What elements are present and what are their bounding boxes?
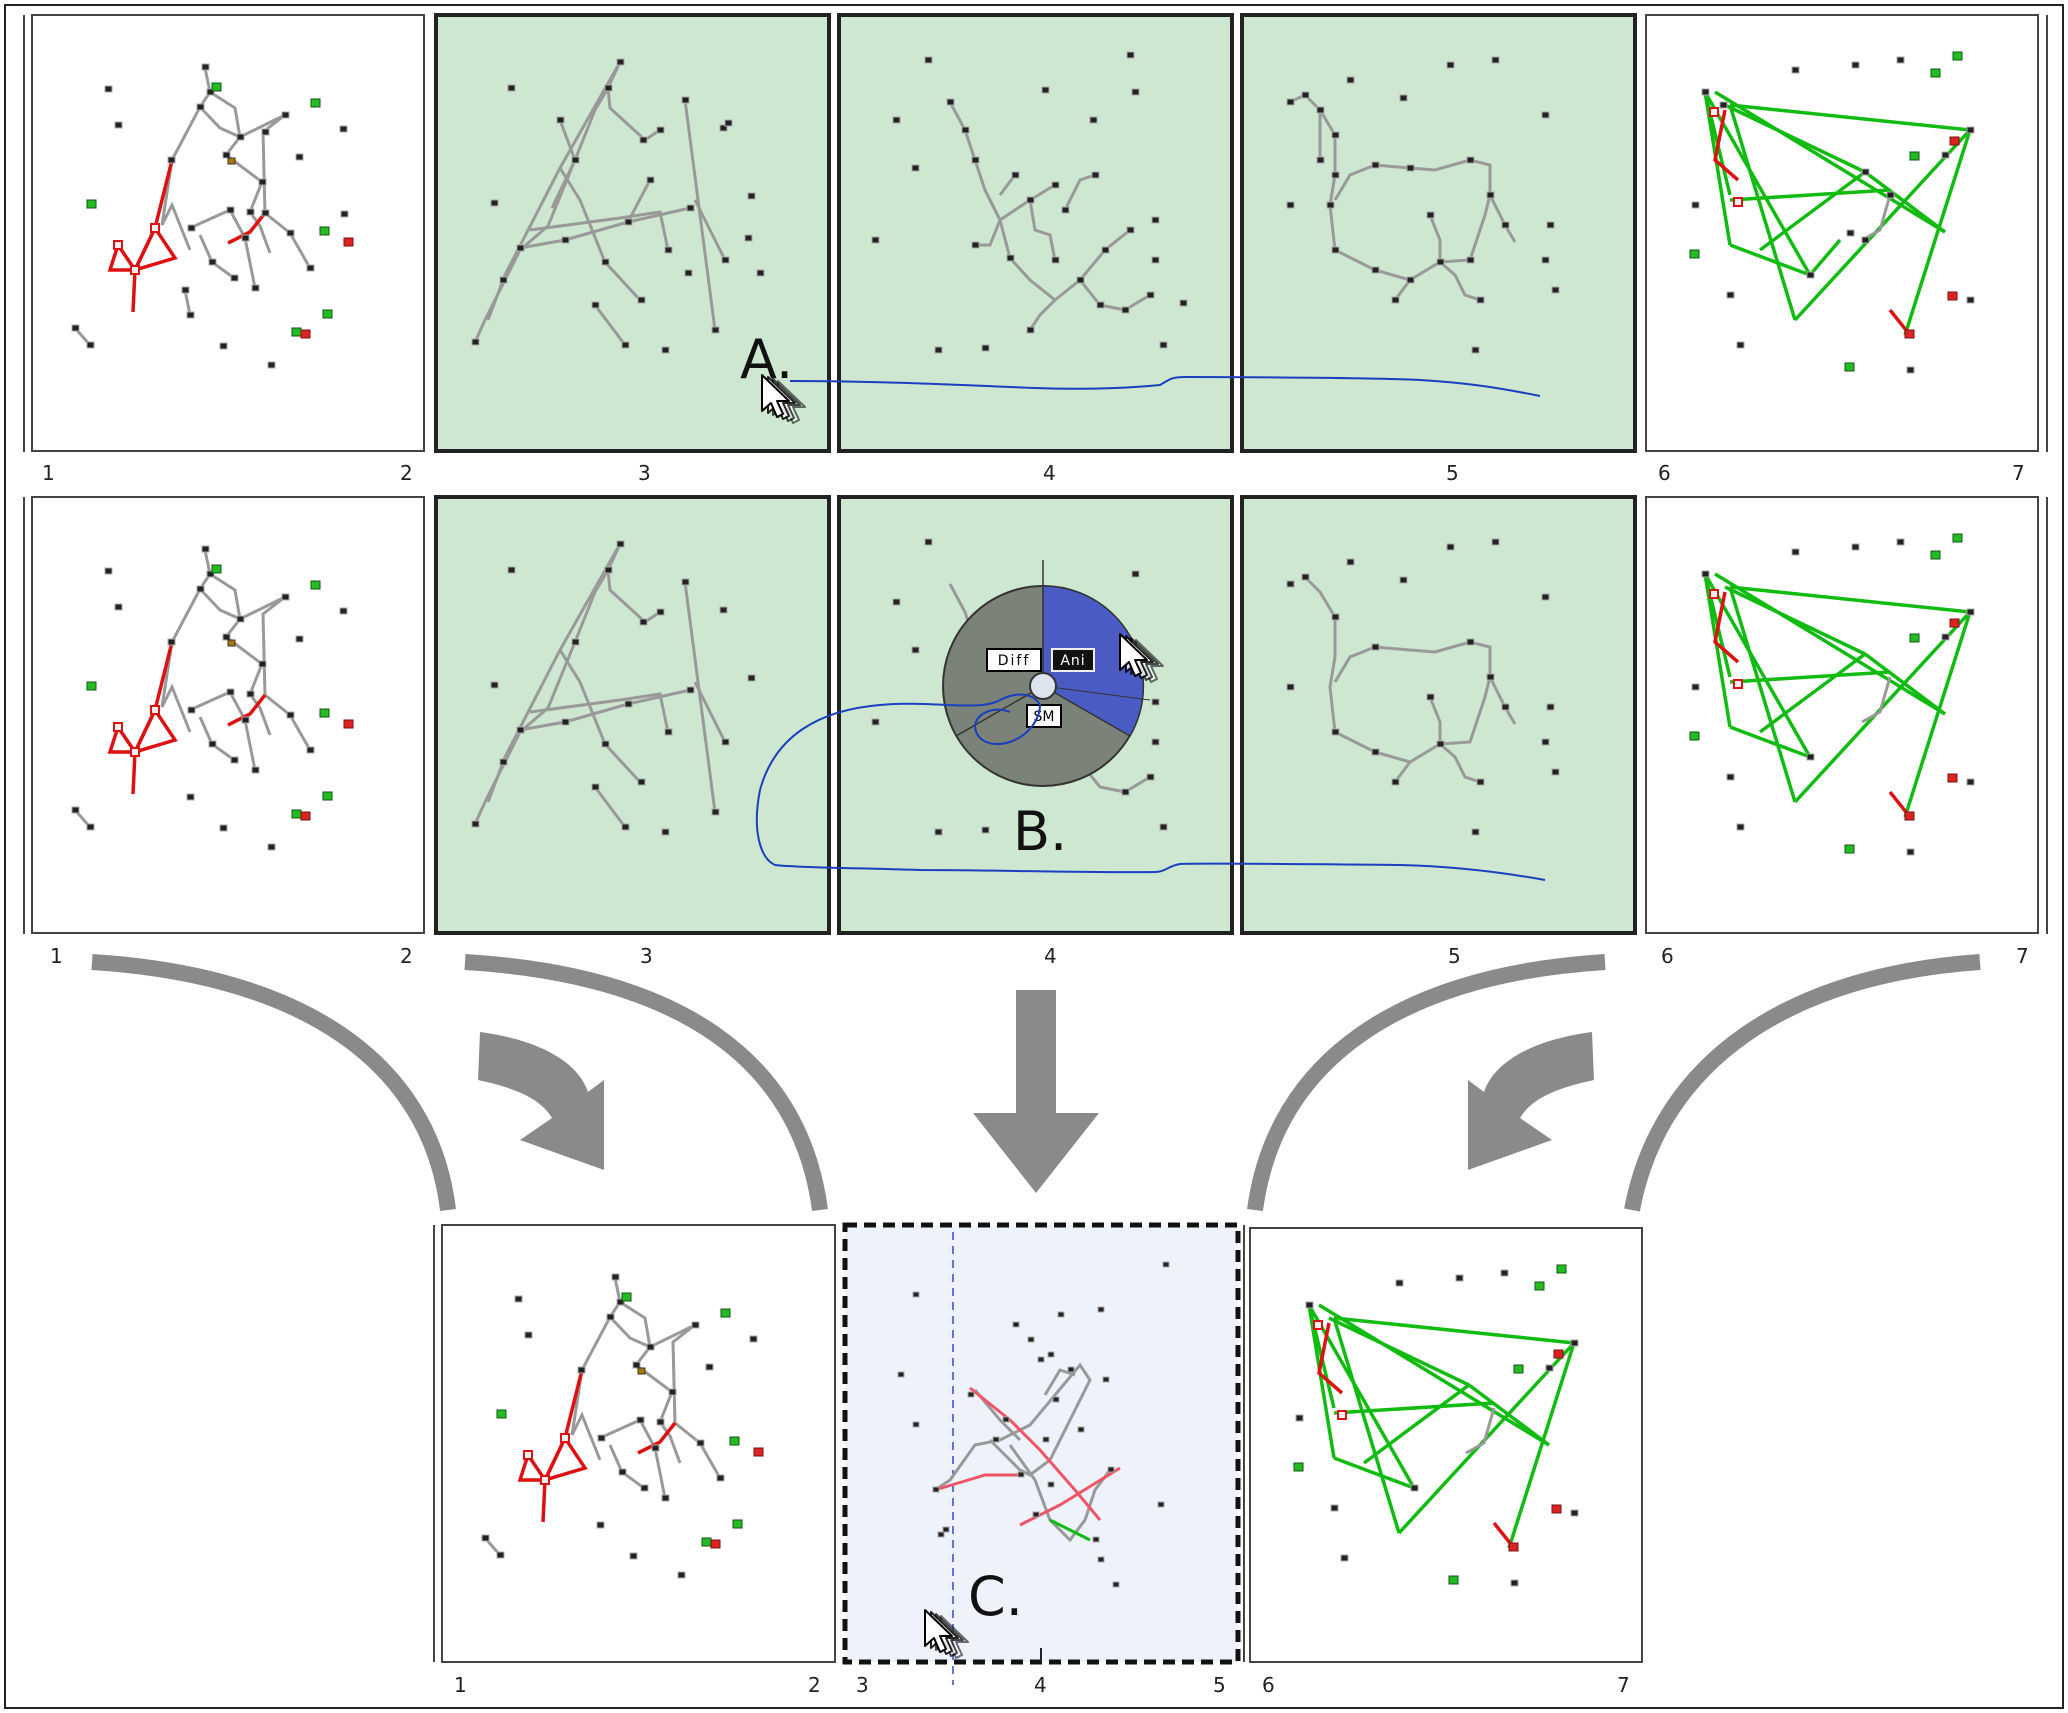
callout-c: C. — [968, 1565, 1023, 1628]
label-3: 3 — [856, 1673, 869, 1697]
label-7: 7 — [2016, 944, 2029, 968]
panel-1-2[interactable] — [31, 14, 425, 452]
result-panel-6-7[interactable] — [1249, 1227, 1643, 1663]
panel-5-6[interactable] — [1645, 496, 2039, 934]
graph-result-diff: C. — [897, 1232, 1170, 1685]
gesture-path-b — [755, 693, 1546, 881]
label-2: 2 — [808, 1673, 821, 1697]
label-1: 1 — [454, 1673, 467, 1697]
graph-1-2 — [71, 63, 354, 369]
panel-1-2[interactable] — [31, 496, 425, 934]
row-middle-labels: 1 2 3 4 5 6 7 — [50, 944, 2029, 968]
timeline-row-middle: Diff Ani SM B. 1 2 3 4 5 6 7 — [23, 495, 2048, 968]
graph-2-3 — [471, 58, 765, 354]
arrowheads — [478, 990, 1594, 1193]
callout-b: B. — [1013, 800, 1067, 863]
panel-3-4[interactable] — [837, 13, 1234, 453]
graph-4-5-copy — [1286, 538, 1560, 836]
pie-label-diff: Diff — [998, 653, 1031, 669]
label-4: 4 — [1044, 944, 1057, 968]
label-3: 3 — [638, 461, 651, 485]
label-1: 1 — [50, 944, 63, 968]
pie-label-ani: Ani — [1060, 653, 1085, 669]
arrow-down-icon — [973, 1113, 1099, 1193]
figure-frame — [4, 4, 2064, 1709]
graph-3-4 — [871, 51, 1188, 354]
label-6: 6 — [1262, 1673, 1275, 1697]
label-7: 7 — [1617, 1673, 1630, 1697]
arc-right-outer — [1624, 954, 1981, 1212]
gesture-path-a — [789, 375, 1541, 397]
label-7: 7 — [2012, 461, 2025, 485]
merge-arrows — [91, 954, 1981, 1212]
pie-divider — [955, 685, 1044, 737]
pie-menu[interactable]: Diff Ani SM — [942, 560, 1151, 787]
label-6: 6 — [1658, 461, 1671, 485]
pie-item-diff[interactable] — [986, 648, 1042, 672]
pie-item-ani[interactable] — [1051, 648, 1095, 672]
panel-5-6[interactable] — [1645, 14, 2039, 452]
result-panel-diff[interactable] — [842, 1222, 1241, 1665]
label-6: 6 — [1661, 944, 1674, 968]
label-2: 2 — [400, 944, 413, 968]
pie-pointer — [1042, 685, 1151, 701]
arc-left-outer — [91, 954, 456, 1211]
graph-result-6-7 — [1293, 1264, 1579, 1587]
timeline-row-top: A. 1 2 3 4 5 6 7 — [23, 13, 2048, 485]
graph-5-6-copy — [1689, 533, 1975, 856]
panel-2-3[interactable] — [434, 495, 831, 935]
label-5: 5 — [1448, 944, 1461, 968]
result-panel-1-2[interactable] — [441, 1224, 836, 1663]
label-4: 4 — [1043, 461, 1056, 485]
label-1: 1 — [42, 461, 55, 485]
row-top-labels: 1 2 3 4 5 6 7 — [42, 461, 2025, 485]
row-result-labels: 1 2 3 4 5 6 7 — [454, 1673, 1630, 1697]
callout-a: A. — [740, 328, 793, 391]
graph-result-1-2 — [481, 1273, 764, 1579]
label-5: 5 — [1446, 461, 1459, 485]
label-4: 4 — [1034, 1673, 1047, 1697]
pie-center-knob[interactable] — [1029, 672, 1057, 700]
arc-right-inner — [1247, 954, 1606, 1212]
arc-left-inner — [464, 954, 828, 1212]
arrow-left-icon — [478, 1032, 604, 1170]
label-3: 3 — [640, 944, 653, 968]
label-5: 5 — [1213, 1673, 1226, 1697]
arrow-right-icon — [1468, 1032, 1594, 1170]
label-2: 2 — [400, 461, 413, 485]
graph-4-5 — [1286, 56, 1560, 354]
graph-5-6 — [1689, 51, 1975, 374]
timeline-row-result: C. — [433, 1222, 1643, 1697]
arrow-down-shaft — [1016, 990, 1056, 1115]
graph-2-3-copy — [471, 540, 756, 836]
graph-1-2-copy — [71, 545, 354, 851]
